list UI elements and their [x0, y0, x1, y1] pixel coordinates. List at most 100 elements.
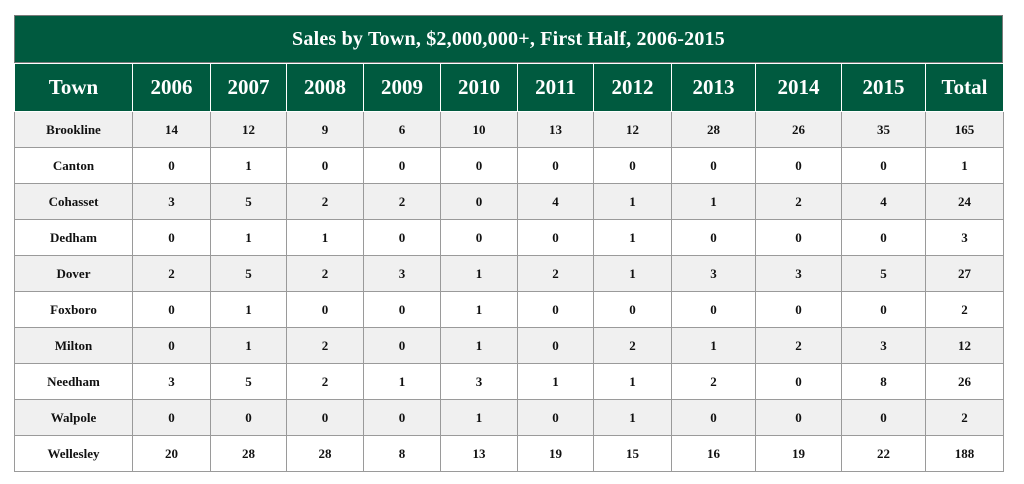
sales-count-cell: 0	[841, 291, 926, 328]
town-name-cell: Canton	[14, 147, 133, 184]
sales-count-cell: 26	[755, 111, 842, 148]
total-cell: 165	[925, 111, 1004, 148]
sales-count-cell: 35	[841, 111, 926, 148]
sales-count-cell: 0	[755, 399, 842, 436]
total-cell: 27	[925, 255, 1004, 292]
total-cell: 188	[925, 435, 1004, 472]
sales-count-cell: 0	[593, 291, 672, 328]
sales-count-cell: 1	[593, 399, 672, 436]
sales-count-cell: 0	[671, 147, 756, 184]
sales-count-cell: 4	[517, 183, 594, 220]
sales-count-cell: 0	[363, 399, 441, 436]
sales-count-cell: 1	[210, 219, 287, 256]
town-name-cell: Foxboro	[14, 291, 133, 328]
sales-count-cell: 0	[363, 147, 441, 184]
table-row: Milton 0 1 2 0 1 0 2 1 2 3 12	[14, 327, 1004, 364]
sales-count-cell: 0	[755, 147, 842, 184]
sales-count-cell: 0	[440, 147, 518, 184]
sales-table: Town 2006 2007 2008 2009 2010 2011 2012 2013 2014…	[14, 63, 1004, 472]
column-header-year: 2009	[363, 63, 441, 112]
sales-count-cell: 0	[517, 291, 594, 328]
sales-count-cell: 0	[841, 147, 926, 184]
town-name-cell: Wellesley	[14, 435, 133, 472]
sales-count-cell: 14	[132, 111, 211, 148]
sales-count-cell: 1	[593, 183, 672, 220]
sales-count-cell: 0	[363, 291, 441, 328]
town-name-cell: Walpole	[14, 399, 133, 436]
column-header-year: 2007	[210, 63, 287, 112]
sales-count-cell: 8	[363, 435, 441, 472]
sales-count-cell: 0	[440, 219, 518, 256]
sales-count-cell: 2	[286, 363, 364, 400]
sales-count-cell: 1	[363, 363, 441, 400]
table-row: Foxboro 0 1 0 0 1 0 0 0 0 0 2	[14, 291, 1004, 328]
sales-count-cell: 0	[132, 399, 211, 436]
table-row: Needham 3 5 2 1 3 1 1 2 0 8 26	[14, 363, 1004, 400]
sales-count-cell: 28	[671, 111, 756, 148]
table-row: Brookline 14 12 9 6 10 13 12 28 26 35 165	[14, 111, 1004, 148]
table-title: Sales by Town, $2,000,000+, First Half, …	[14, 15, 1003, 63]
sales-count-cell: 15	[593, 435, 672, 472]
sales-count-cell: 2	[517, 255, 594, 292]
town-name-cell: Brookline	[14, 111, 133, 148]
sales-count-cell: 0	[671, 291, 756, 328]
sales-count-cell: 2	[286, 183, 364, 220]
sales-count-cell: 0	[671, 219, 756, 256]
sales-count-cell: 1	[671, 183, 756, 220]
sales-count-cell: 2	[286, 327, 364, 364]
sales-count-cell: 0	[593, 147, 672, 184]
sales-count-cell: 3	[363, 255, 441, 292]
sales-count-cell: 22	[841, 435, 926, 472]
sales-count-cell: 1	[210, 327, 287, 364]
sales-count-cell: 0	[132, 219, 211, 256]
sales-count-cell: 4	[841, 183, 926, 220]
sales-count-cell: 3	[671, 255, 756, 292]
sales-count-cell: 1	[440, 327, 518, 364]
sales-count-cell: 0	[363, 327, 441, 364]
sales-count-cell: 8	[841, 363, 926, 400]
sales-count-cell: 5	[210, 183, 287, 220]
sales-count-cell: 1	[593, 219, 672, 256]
sales-count-cell: 2	[671, 363, 756, 400]
sales-count-cell: 2	[286, 255, 364, 292]
table-row: Wellesley 20 28 28 8 13 19 15 16 19 22 188	[14, 435, 1004, 472]
total-cell: 3	[925, 219, 1004, 256]
sales-count-cell: 0	[755, 219, 842, 256]
column-header-year: 2012	[593, 63, 672, 112]
column-header-total: Total	[925, 63, 1004, 112]
sales-count-cell: 3	[841, 327, 926, 364]
sales-count-cell: 12	[210, 111, 287, 148]
table-row: Dedham 0 1 1 0 0 0 1 0 0 0 3	[14, 219, 1004, 256]
sales-count-cell: 0	[286, 291, 364, 328]
sales-count-cell: 0	[440, 183, 518, 220]
sales-count-cell: 0	[132, 147, 211, 184]
sales-count-cell: 19	[755, 435, 842, 472]
sales-count-cell: 0	[363, 219, 441, 256]
sales-count-cell: 5	[841, 255, 926, 292]
header-row: Town 2006 2007 2008 2009 2010 2011 2012 2013 2014…	[14, 63, 1004, 112]
total-cell: 2	[925, 399, 1004, 436]
sales-count-cell: 20	[132, 435, 211, 472]
sales-count-cell: 2	[755, 183, 842, 220]
table-row: Walpole 0 0 0 0 1 0 1 0 0 0 2	[14, 399, 1004, 436]
sales-count-cell: 0	[517, 147, 594, 184]
sales-count-cell: 3	[440, 363, 518, 400]
sales-count-cell: 28	[210, 435, 287, 472]
sales-count-cell: 1	[440, 399, 518, 436]
sales-count-cell: 1	[440, 291, 518, 328]
sales-count-cell: 0	[286, 399, 364, 436]
sales-count-cell: 2	[593, 327, 672, 364]
column-header-year: 2013	[671, 63, 756, 112]
total-cell: 2	[925, 291, 1004, 328]
sales-count-cell: 5	[210, 363, 287, 400]
sales-table-container: Sales by Town, $2,000,000+, First Half, …	[14, 15, 1004, 472]
total-cell: 26	[925, 363, 1004, 400]
sales-count-cell: 1	[440, 255, 518, 292]
sales-count-cell: 3	[132, 183, 211, 220]
column-header-year: 2015	[841, 63, 926, 112]
sales-count-cell: 0	[210, 399, 287, 436]
sales-count-cell: 1	[517, 363, 594, 400]
sales-count-cell: 0	[671, 399, 756, 436]
sales-count-cell: 0	[841, 219, 926, 256]
sales-count-cell: 0	[755, 363, 842, 400]
